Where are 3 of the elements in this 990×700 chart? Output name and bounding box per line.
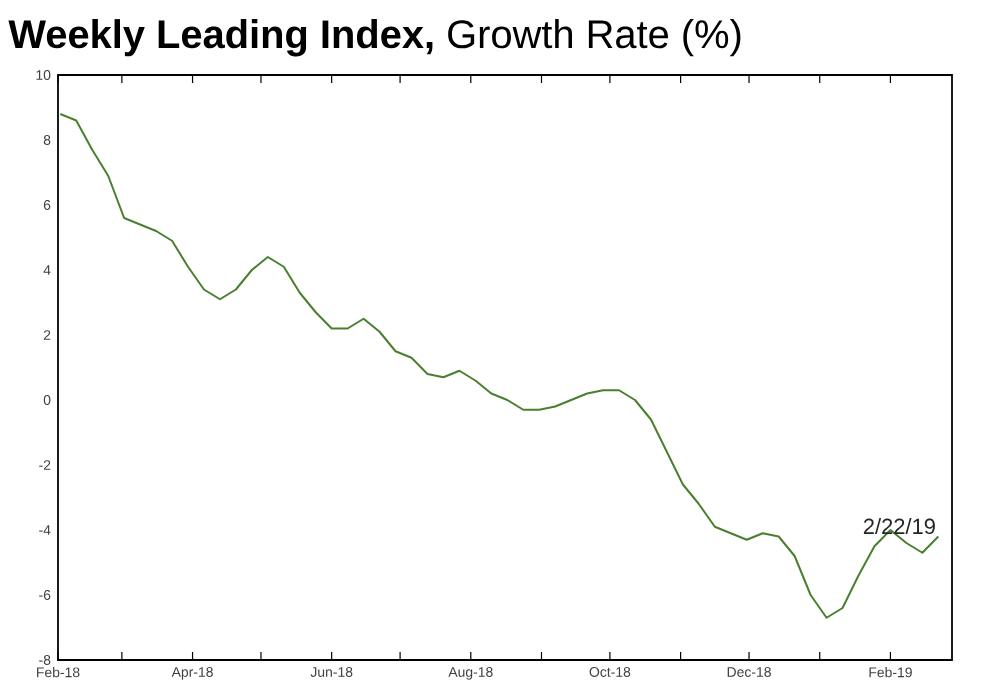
chart-title: Weekly Leading Index, Growth Rate (%)	[8, 19, 741, 57]
annotation: 2/22/19	[863, 518, 935, 535]
line-series	[59, 112, 940, 619]
